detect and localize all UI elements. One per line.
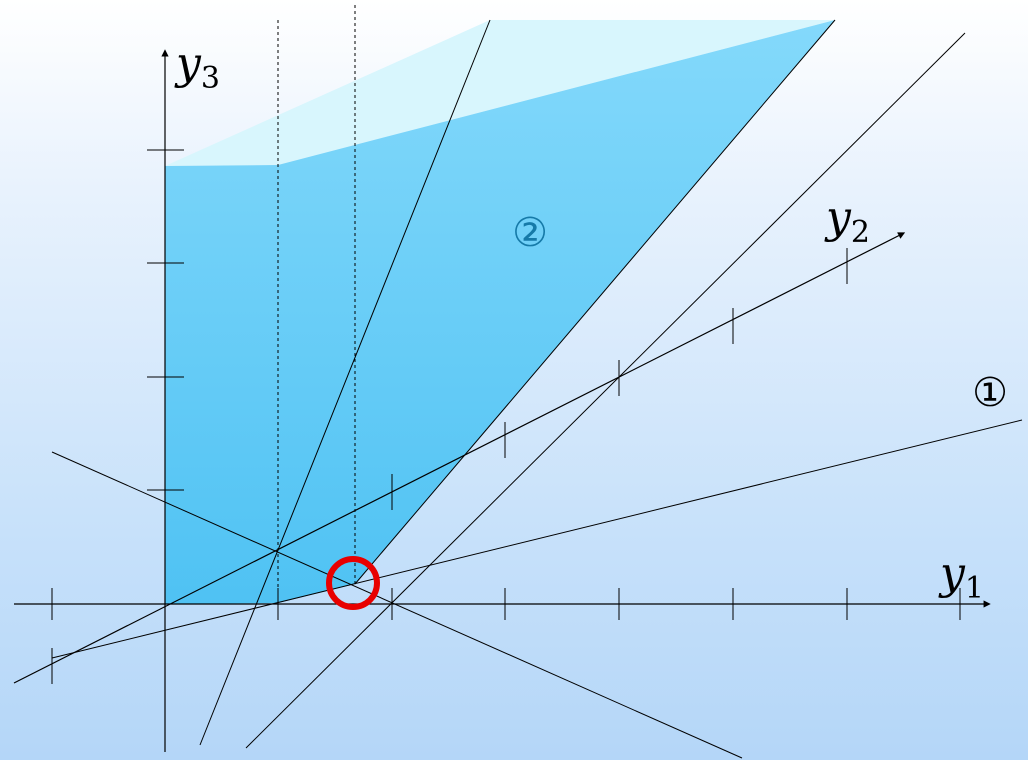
dashed-guides	[277, 5, 356, 604]
y3-ticks	[147, 149, 184, 491]
optimal-vertex-highlight	[326, 556, 380, 610]
region-face	[165, 20, 835, 604]
line-1-label: ①	[972, 370, 1008, 416]
y2-axis-label: y2	[824, 192, 870, 250]
region-boundary-line	[354, 19, 836, 585]
constraint-lines	[51, 19, 1023, 759]
y3-axis-label: y3	[174, 38, 220, 96]
constraint-line	[199, 19, 491, 746]
y2-ticks	[51, 248, 848, 684]
axes	[13, 49, 991, 752]
region-top-face	[165, 20, 835, 166]
constraint-line	[51, 451, 743, 759]
y1-ticks	[51, 588, 961, 620]
constraint-line	[245, 32, 966, 749]
feasible-region	[165, 20, 835, 604]
y1-axis-label: y1	[938, 548, 984, 606]
constraint-line-1	[51, 419, 1023, 659]
region-2-label: ②	[512, 210, 548, 256]
y2-axis	[13, 232, 906, 684]
